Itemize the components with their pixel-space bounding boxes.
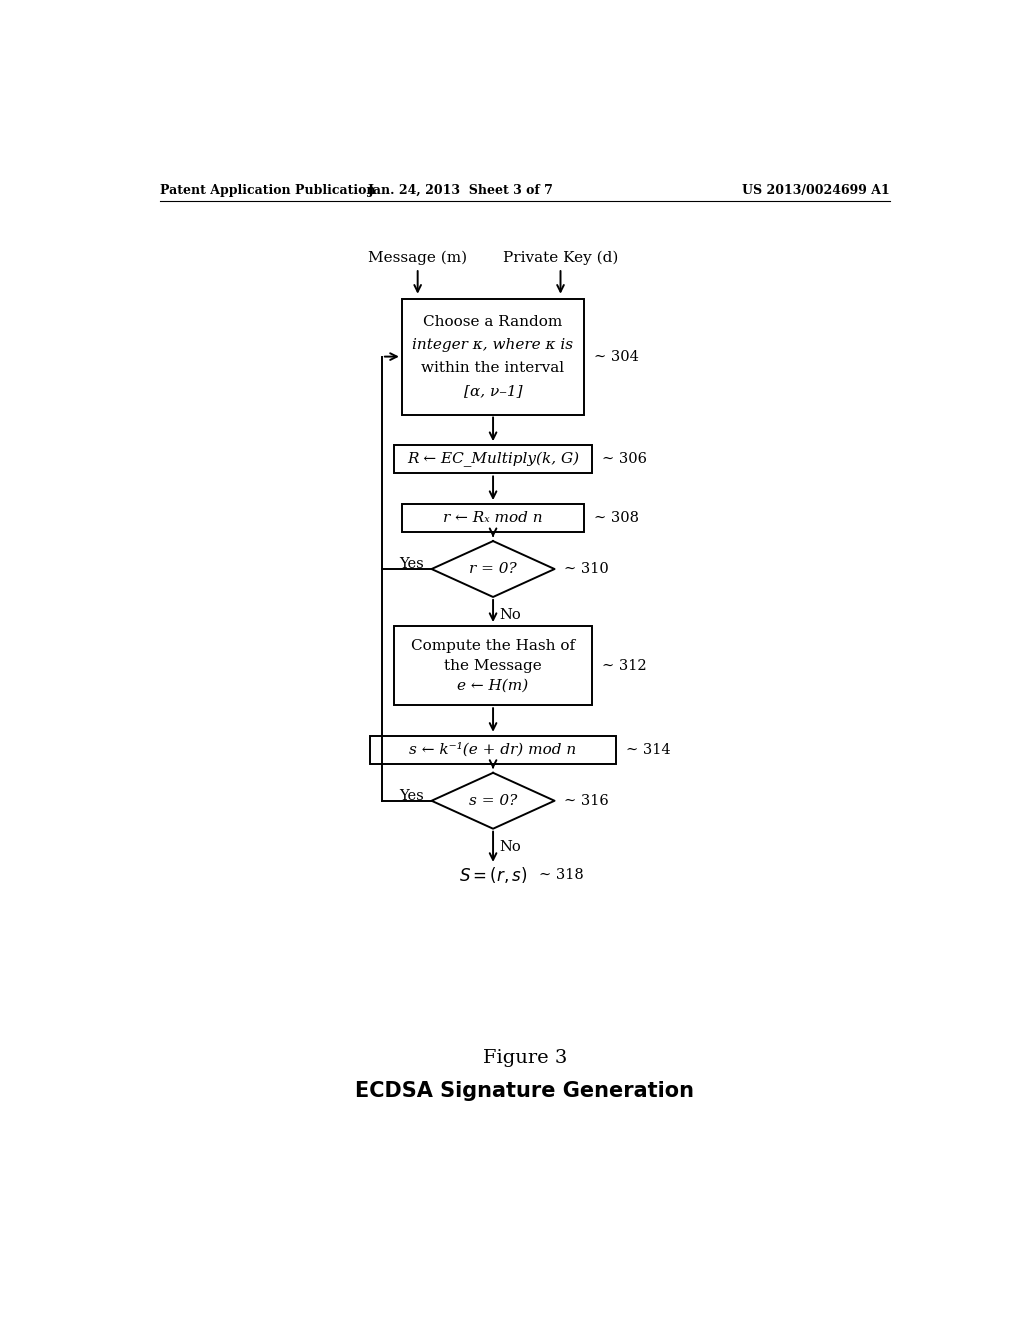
Text: Yes: Yes (399, 788, 424, 803)
Text: Yes: Yes (399, 557, 424, 572)
Text: ∼ 308: ∼ 308 (594, 511, 639, 525)
Text: R ← EC_Multiply(k, G): R ← EC_Multiply(k, G) (407, 451, 580, 467)
Text: US 2013/0024699 A1: US 2013/0024699 A1 (742, 185, 890, 198)
Text: Jan. 24, 2013  Sheet 3 of 7: Jan. 24, 2013 Sheet 3 of 7 (369, 185, 554, 198)
Text: s = 0?: s = 0? (469, 793, 517, 808)
FancyBboxPatch shape (394, 445, 592, 474)
Text: integer κ, where κ is: integer κ, where κ is (413, 338, 573, 352)
Text: Compute the Hash of: Compute the Hash of (411, 639, 575, 653)
FancyBboxPatch shape (394, 626, 592, 705)
Text: Choose a Random: Choose a Random (424, 315, 562, 329)
FancyBboxPatch shape (401, 298, 585, 414)
Polygon shape (431, 541, 555, 597)
Text: [α, ν–1]: [α, ν–1] (464, 384, 522, 399)
Text: ∼ 314: ∼ 314 (626, 743, 671, 756)
Text: $S = (r,s)$: $S = (r,s)$ (459, 865, 527, 884)
Text: ∼ 310: ∼ 310 (564, 562, 609, 576)
Text: ECDSA Signature Generation: ECDSA Signature Generation (355, 1081, 694, 1101)
FancyBboxPatch shape (370, 735, 616, 764)
Text: r ← Rₓ mod n: r ← Rₓ mod n (443, 511, 543, 525)
Text: Figure 3: Figure 3 (482, 1049, 567, 1067)
FancyBboxPatch shape (401, 504, 585, 532)
Text: ∼ 312: ∼ 312 (602, 659, 646, 673)
Polygon shape (431, 772, 555, 829)
Text: Patent Application Publication: Patent Application Publication (160, 185, 375, 198)
Text: s ← k⁻¹(e + dr) mod n: s ← k⁻¹(e + dr) mod n (410, 743, 577, 758)
Text: Private Key (d): Private Key (d) (503, 251, 618, 265)
Text: r = 0?: r = 0? (469, 562, 517, 576)
Text: No: No (500, 840, 521, 854)
Text: e ← H(m): e ← H(m) (458, 678, 528, 693)
Text: ∼ 316: ∼ 316 (564, 793, 609, 808)
Text: ∼ 318: ∼ 318 (539, 869, 584, 882)
Text: Message (m): Message (m) (368, 251, 467, 265)
Text: No: No (500, 609, 521, 622)
Text: the Message: the Message (444, 659, 542, 673)
Text: ∼ 304: ∼ 304 (594, 350, 639, 363)
Text: ∼ 306: ∼ 306 (602, 453, 647, 466)
Text: within the interval: within the interval (422, 362, 564, 375)
